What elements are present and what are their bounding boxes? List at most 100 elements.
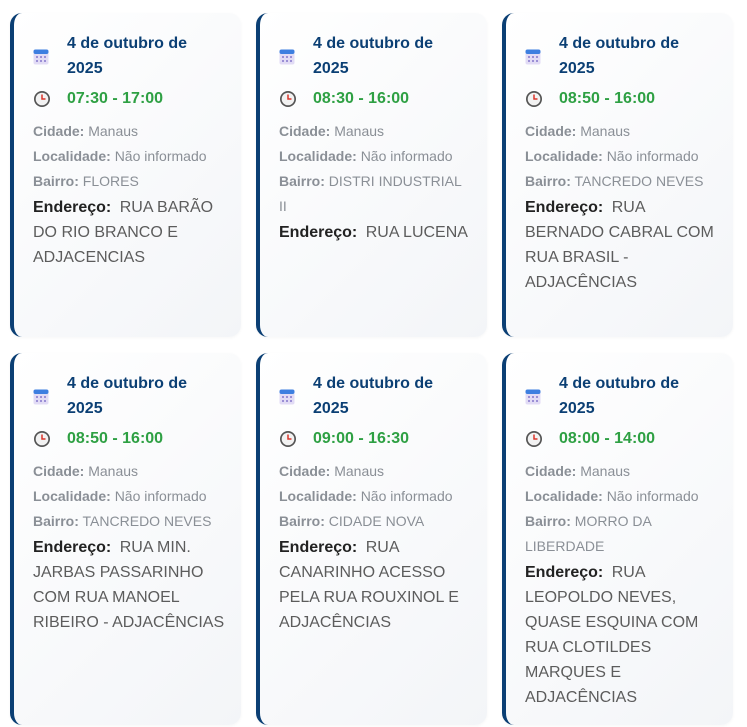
neighborhood-label: Bairro: [525,173,571,189]
neighborhood-line: Bairro: DISTRI INDUSTRIAL II [279,169,471,219]
address-line: Endereço: RUA LEOPOLDO NEVES, QUASE ESQU… [525,560,717,710]
city-label: Cidade: [525,123,577,139]
schedule-card: 4 de outubro de 2025 08:30 - 16:00 Cidad… [256,13,487,337]
neighborhood-label: Bairro: [279,173,325,189]
locality-line: Localidade: Não informado [525,484,717,509]
city-label: Cidade: [279,463,331,479]
city-value: Manaus [88,463,139,479]
calendar-icon [279,371,313,421]
neighborhood-value: TANCREDO NEVES [82,513,212,529]
address-value: RUA MIN. JARBAS PASSARINHO COM RUA MANOE… [33,539,225,631]
event-date: 4 de outubro de 2025 [67,35,187,77]
locality-line: Localidade: Não informado [279,144,471,169]
address-line: Endereço: RUA CANARINHO ACESSO PELA RUA … [279,535,471,635]
schedule-card: 4 de outubro de 2025 08:50 - 16:00 Cidad… [502,13,733,337]
city-value: Manaus [334,463,385,479]
locality-line: Localidade: Não informado [33,144,225,169]
event-date: 4 de outubro de 2025 [67,375,187,417]
event-time: 08:30 - 16:00 [313,90,410,107]
locality-value: Não informado [606,488,699,504]
event-time: 08:00 - 14:00 [559,430,656,447]
calendar-icon [525,371,559,421]
event-time: 08:50 - 16:00 [559,90,656,107]
city-line: Cidade: Manaus [33,119,225,144]
clock-icon [525,426,559,451]
locality-line: Localidade: Não informado [279,484,471,509]
neighborhood-label: Bairro: [33,513,79,529]
locality-line: Localidade: Não informado [33,484,225,509]
locality-label: Localidade: [33,148,111,164]
locality-label: Localidade: [279,488,357,504]
neighborhood-value: TANCREDO NEVES [574,173,704,189]
clock-icon [33,86,67,111]
event-date: 4 de outubro de 2025 [559,35,679,77]
address-value: RUA LUCENA [365,224,468,241]
locality-line: Localidade: Não informado [525,144,717,169]
neighborhood-label: Bairro: [33,173,79,189]
neighborhood-label: Bairro: [279,513,325,529]
city-line: Cidade: Manaus [279,459,471,484]
locality-label: Localidade: [279,148,357,164]
address-line: Endereço: RUA MIN. JARBAS PASSARINHO COM… [33,535,225,635]
calendar-icon [33,371,67,421]
address-label: Endereço: [525,564,604,581]
neighborhood-line: Bairro: TANCREDO NEVES [525,169,717,194]
city-value: Manaus [580,123,631,139]
address-line: Endereço: RUA LUCENA [279,220,471,245]
address-value: RUA BARÃO DO RIO BRANCO E ADJACENCIAS [33,199,214,266]
address-label: Endereço: [279,539,358,556]
city-value: Manaus [334,123,385,139]
neighborhood-line: Bairro: TANCREDO NEVES [33,509,225,534]
schedule-card: 4 de outubro de 2025 07:30 - 17:00 Cidad… [10,13,241,337]
clock-icon [525,86,559,111]
schedule-card: 4 de outubro de 2025 08:50 - 16:00 Cidad… [10,353,241,725]
city-line: Cidade: Manaus [525,119,717,144]
neighborhood-line: Bairro: CIDADE NOVA [279,509,471,534]
calendar-icon [279,31,313,81]
city-line: Cidade: Manaus [279,119,471,144]
address-label: Endereço: [33,199,112,216]
city-label: Cidade: [33,123,85,139]
city-label: Cidade: [33,463,85,479]
address-label: Endereço: [525,199,604,216]
address-label: Endereço: [33,539,112,556]
calendar-icon [525,31,559,81]
city-line: Cidade: Manaus [525,459,717,484]
locality-label: Localidade: [525,148,603,164]
event-time: 09:00 - 16:30 [313,430,410,447]
event-date: 4 de outubro de 2025 [313,375,433,417]
locality-value: Não informado [360,488,453,504]
neighborhood-value: DISTRI INDUSTRIAL II [279,173,462,214]
neighborhood-label: Bairro: [525,513,571,529]
locality-label: Localidade: [525,488,603,504]
event-date: 4 de outubro de 2025 [559,375,679,417]
address-value: RUA LEOPOLDO NEVES, QUASE ESQUINA COM RU… [525,564,699,706]
neighborhood-value: MORRO DA LIBERDADE [525,513,652,554]
city-label: Cidade: [525,463,577,479]
event-time: 07:30 - 17:00 [67,90,164,107]
city-value: Manaus [580,463,631,479]
neighborhood-line: Bairro: FLORES [33,169,225,194]
city-value: Manaus [88,123,139,139]
neighborhood-line: Bairro: MORRO DA LIBERDADE [525,509,717,559]
address-label: Endereço: [279,224,358,241]
address-value: RUA CANARINHO ACESSO PELA RUA ROUXINOL E… [279,539,459,631]
schedule-card: 4 de outubro de 2025 08:00 - 14:00 Cidad… [502,353,733,725]
address-value: RUA BERNADO CABRAL COM RUA BRASIL - ADJA… [525,199,714,291]
clock-icon [279,86,313,111]
city-line: Cidade: Manaus [33,459,225,484]
event-time: 08:50 - 16:00 [67,430,164,447]
locality-value: Não informado [114,488,207,504]
schedule-grid: 4 de outubro de 2025 07:30 - 17:00 Cidad… [10,13,733,725]
calendar-icon [33,31,67,81]
clock-icon [279,426,313,451]
address-line: Endereço: RUA BARÃO DO RIO BRANCO E ADJA… [33,195,225,270]
event-date: 4 de outubro de 2025 [313,35,433,77]
locality-value: Não informado [606,148,699,164]
locality-value: Não informado [114,148,207,164]
neighborhood-value: CIDADE NOVA [328,513,425,529]
schedule-card: 4 de outubro de 2025 09:00 - 16:30 Cidad… [256,353,487,725]
clock-icon [33,426,67,451]
address-line: Endereço: RUA BERNADO CABRAL COM RUA BRA… [525,195,717,295]
locality-label: Localidade: [33,488,111,504]
